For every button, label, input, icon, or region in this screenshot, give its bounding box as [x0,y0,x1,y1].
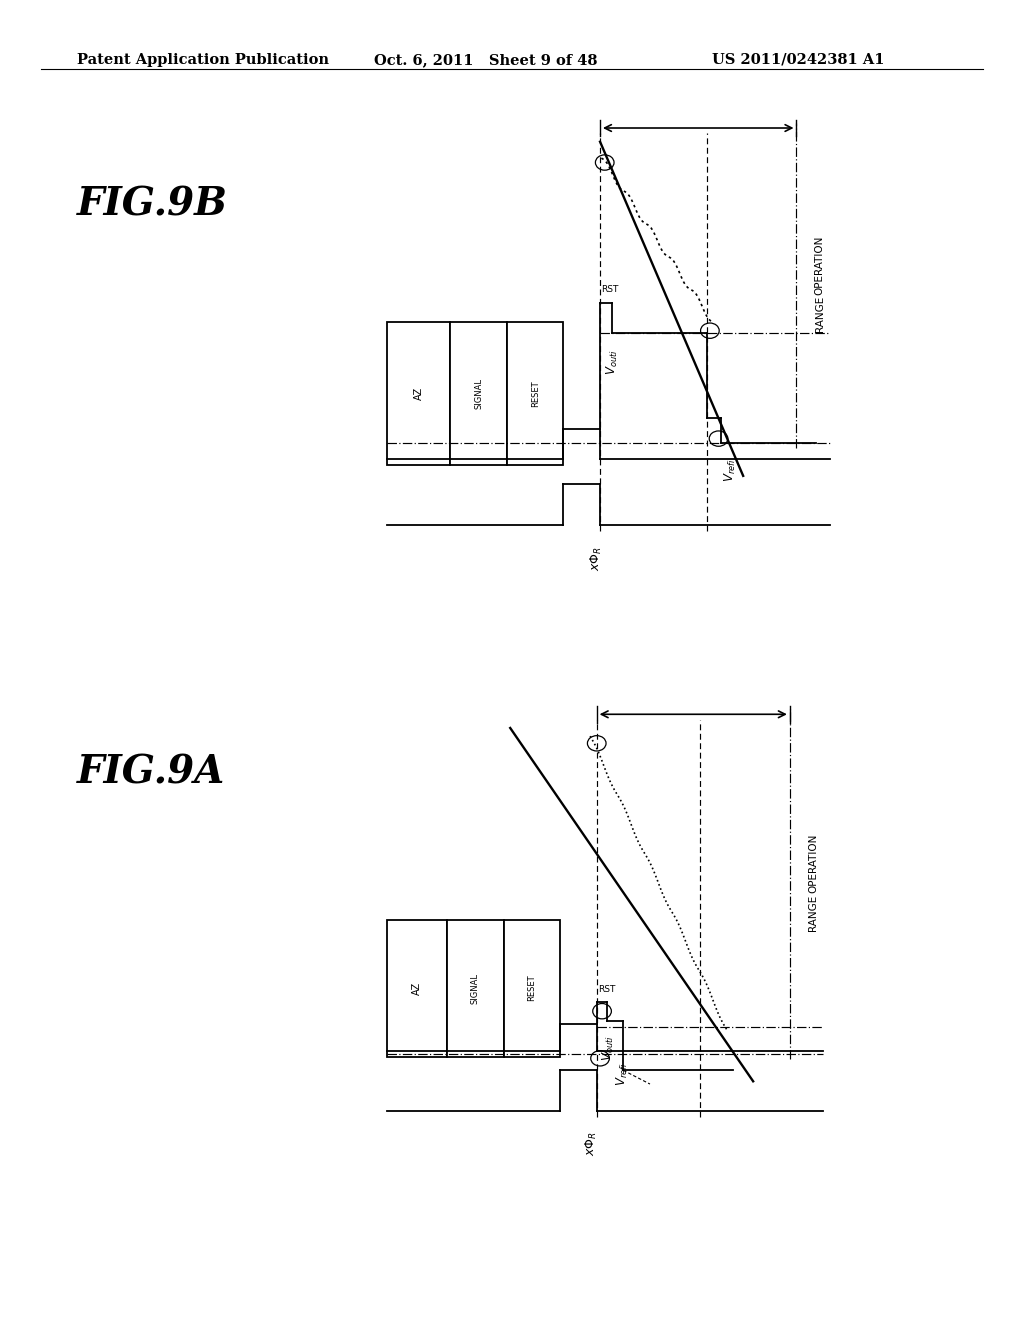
Text: $x\Phi_R$: $x\Phi_R$ [584,1131,599,1155]
Text: Patent Application Publication: Patent Application Publication [77,53,329,67]
Text: RST: RST [601,285,618,294]
Text: RESET: RESET [527,975,537,1002]
Bar [507,322,563,465]
Text: FIG.9A: FIG.9A [77,754,225,791]
Bar [451,322,507,465]
Bar [387,322,451,465]
Bar [504,920,560,1056]
Text: $x\Phi_R$: $x\Phi_R$ [589,546,604,572]
Text: AZ: AZ [414,387,424,400]
Bar [446,920,504,1056]
Text: RESET: RESET [530,380,540,407]
Text: OPERATION: OPERATION [815,235,824,294]
Text: Oct. 6, 2011   Sheet 9 of 48: Oct. 6, 2011 Sheet 9 of 48 [374,53,597,67]
Text: FIG.9B: FIG.9B [77,186,227,223]
Text: RANGE: RANGE [808,895,818,931]
Text: RST: RST [598,985,615,994]
Text: RANGE: RANGE [815,296,824,333]
Text: SIGNAL: SIGNAL [471,973,480,1003]
Text: US 2011/0242381 A1: US 2011/0242381 A1 [712,53,884,67]
Text: $V_{refi}$: $V_{refi}$ [723,458,738,482]
Text: $V_{refi}$: $V_{refi}$ [615,1063,631,1086]
Text: OPERATION: OPERATION [808,834,818,894]
Text: AZ: AZ [412,982,422,995]
Text: $V_{outi}$: $V_{outi}$ [605,348,620,375]
Text: $V_{outi}$: $V_{outi}$ [601,1035,616,1060]
Bar [387,920,446,1056]
Text: SIGNAL: SIGNAL [474,379,483,409]
